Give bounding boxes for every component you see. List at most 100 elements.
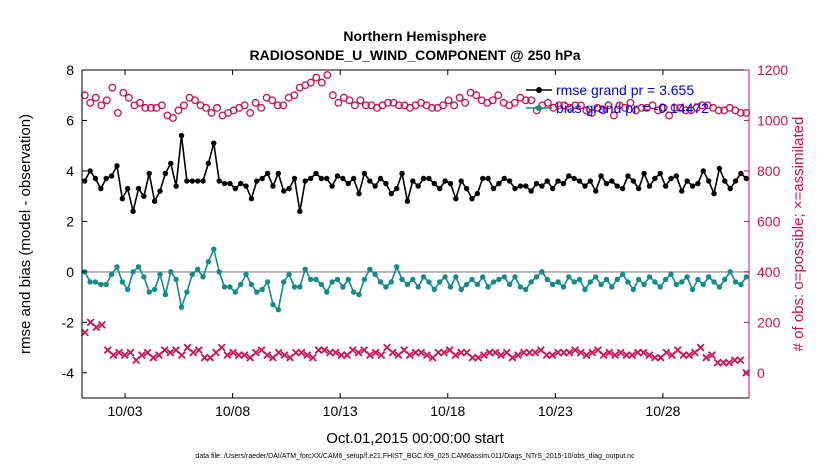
obs-assimilated-stroke xyxy=(172,346,181,354)
obs-assimilated-point xyxy=(588,348,597,357)
obs-possible-point xyxy=(97,101,106,110)
rmse-point xyxy=(119,195,126,202)
rmse-point xyxy=(474,190,481,197)
rmse-point xyxy=(157,188,163,194)
bias-point xyxy=(437,279,443,285)
bias-point xyxy=(114,264,120,270)
rmse-point xyxy=(614,183,620,189)
obs-possible-point xyxy=(240,101,249,110)
rmse-point xyxy=(582,183,588,189)
rmse-point xyxy=(281,188,287,194)
rmse-point xyxy=(431,180,438,187)
obs-assimilated-point xyxy=(548,351,557,360)
bias-point xyxy=(576,276,583,283)
bias-point xyxy=(98,281,104,288)
obs-possible-point xyxy=(543,98,552,107)
obs-assimilated-point xyxy=(542,351,551,360)
bias-point xyxy=(270,301,276,308)
obs-assimilated-point xyxy=(240,351,249,360)
bias-point xyxy=(345,276,351,283)
obs-assimilated-point xyxy=(525,348,534,357)
bias-point xyxy=(237,281,244,288)
bias-point xyxy=(367,266,373,273)
rmse-point xyxy=(146,170,152,177)
obs-assimilated-point xyxy=(189,348,198,357)
obs-assimilated-point xyxy=(611,351,619,360)
obs-assimilated-point xyxy=(639,348,648,357)
obs-assimilated-stroke xyxy=(417,348,426,357)
obs-possible-point xyxy=(124,93,133,102)
bias-point xyxy=(727,269,733,275)
obs-assimilated-stroke xyxy=(468,353,477,362)
obs-assimilated-point xyxy=(628,351,637,360)
rmse-point xyxy=(576,178,583,184)
rmse-point xyxy=(571,175,577,182)
rmse-point xyxy=(275,170,282,177)
obs-assimilated-stroke xyxy=(120,351,129,360)
obs-assimilated-stroke xyxy=(588,348,597,357)
rmse-point xyxy=(619,185,626,192)
obs-assimilated-point xyxy=(274,348,283,357)
obs-assimilated-stroke xyxy=(616,348,625,357)
obs-assimilated-stroke xyxy=(633,348,642,357)
rmse-point xyxy=(324,175,330,182)
obs-assimilated-stroke xyxy=(126,348,135,357)
bias-point xyxy=(151,286,158,293)
bias-point xyxy=(560,284,567,290)
rmse-point xyxy=(340,175,346,182)
obs-assimilated-stroke xyxy=(576,348,585,357)
obs-assimilated-stroke xyxy=(183,343,192,352)
obs-assimilated-point xyxy=(559,348,568,357)
rmse-point xyxy=(141,193,147,199)
rmse-point xyxy=(318,175,325,182)
rmse-point xyxy=(636,185,642,192)
obs-possible-point xyxy=(213,103,222,112)
obs-assimilated-point xyxy=(348,346,357,354)
obs-assimilated-point xyxy=(736,356,745,365)
obs-possible-point xyxy=(246,108,255,117)
obs-assimilated-stroke xyxy=(251,348,260,357)
rmse-point xyxy=(539,183,545,189)
bias-point xyxy=(200,274,206,280)
rmse-point xyxy=(302,178,308,184)
rmse-point xyxy=(603,180,610,187)
bias-series-line xyxy=(83,246,747,312)
rmse-point xyxy=(297,208,303,214)
bias-point xyxy=(318,281,325,288)
bias-point xyxy=(426,279,432,285)
obs-assimilated-point xyxy=(645,351,654,360)
obs-assimilated-stroke xyxy=(719,358,728,367)
obs-assimilated-stroke xyxy=(229,348,238,357)
obs-assimilated-point xyxy=(98,320,106,329)
bias-point xyxy=(340,284,346,290)
rmse-point xyxy=(716,165,723,172)
obs-assimilated-point xyxy=(565,348,574,357)
rmse-point xyxy=(388,190,394,197)
bias-point xyxy=(684,274,690,280)
bias-point xyxy=(732,279,739,285)
obs-possible-point xyxy=(576,101,585,110)
obs-assimilated-stroke xyxy=(348,346,357,354)
bias-point xyxy=(490,279,497,285)
obs-assimilated-stroke xyxy=(388,348,397,357)
bias-point xyxy=(108,271,115,278)
rmse-point xyxy=(81,178,88,184)
obs-assimilated-stroke xyxy=(491,348,500,357)
obs-assimilated-point xyxy=(280,351,289,360)
rmse-point xyxy=(383,180,389,187)
bias-point xyxy=(146,289,152,295)
rmse-point xyxy=(194,178,201,184)
bias-point xyxy=(286,271,292,278)
rmse-point xyxy=(189,178,195,184)
obs-possible-point xyxy=(637,103,646,112)
bias-point xyxy=(184,289,190,295)
obs-possible-point xyxy=(350,101,359,110)
obs-possible-point xyxy=(306,78,315,87)
bias-point xyxy=(485,284,491,290)
y-tick-label: -2 xyxy=(62,314,75,330)
obs-possible-point xyxy=(334,98,343,107)
legend-label-bias: bias grand pr = -0.14472 xyxy=(556,100,709,116)
bias-point xyxy=(630,286,637,293)
bias-point xyxy=(652,279,658,285)
obs-assimilated-stroke xyxy=(445,346,454,354)
